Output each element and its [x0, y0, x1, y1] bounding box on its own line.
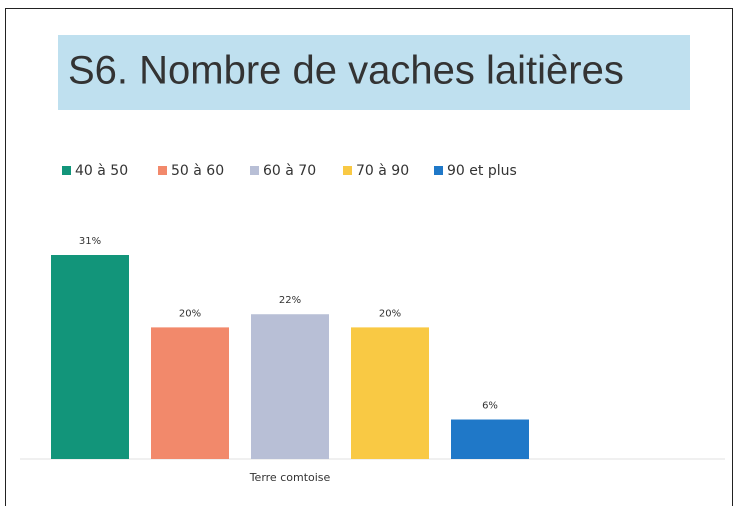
value-label: 22%: [279, 295, 301, 306]
chart-title: S6. Nombre de vaches laitières: [68, 49, 624, 93]
legend-swatch: [250, 166, 259, 175]
bar: [351, 327, 429, 459]
legend-swatch: [343, 166, 352, 175]
value-label: 31%: [79, 236, 101, 247]
legend-swatch: [62, 166, 71, 175]
legend-swatch: [158, 166, 167, 175]
legend-swatch: [434, 166, 443, 175]
legend-label: 90 et plus: [447, 163, 517, 179]
value-label: 6%: [482, 401, 498, 412]
bar: [251, 314, 329, 459]
bar: [451, 419, 529, 459]
legend-label: 60 à 70: [263, 163, 316, 179]
value-label: 20%: [179, 308, 201, 319]
legend-label: 50 à 60: [171, 163, 224, 179]
x-tick-label: Terre comtoise: [249, 471, 331, 484]
legend-label: 70 à 90: [356, 163, 409, 179]
value-label: 20%: [379, 308, 401, 319]
bar: [51, 255, 129, 459]
bar: [151, 327, 229, 459]
title-box: [58, 35, 690, 110]
legend-label: 40 à 50: [75, 163, 128, 179]
